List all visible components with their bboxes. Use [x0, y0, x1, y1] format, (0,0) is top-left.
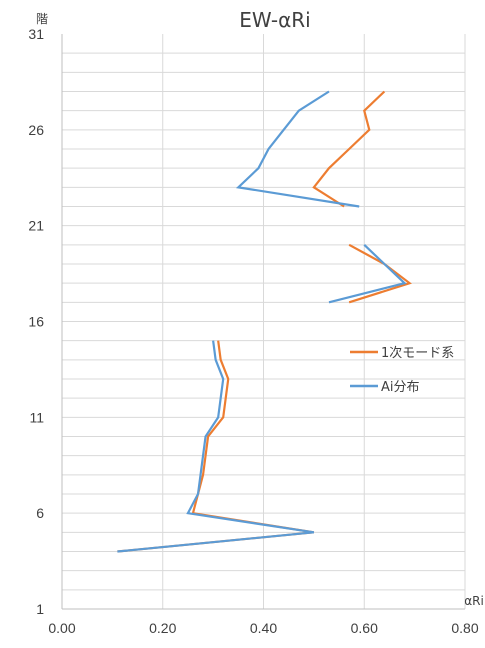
x-axis-ticks: 0.00 0.20 0.40 0.60 0.80: [48, 620, 478, 636]
legend-label: Ai分布: [381, 380, 420, 395]
x-axis-label: αRi: [464, 594, 484, 608]
y-tick-label: 31: [28, 26, 44, 42]
series-line-segment: [312, 90, 386, 208]
series-2: [117, 90, 407, 553]
legend-label: 1次モード系: [381, 345, 454, 361]
x-tick-label: 0.20: [149, 620, 176, 636]
y-tick-label: 11: [29, 409, 44, 425]
y-axis-label: 階: [36, 11, 48, 26]
x-tick-label: 0.00: [48, 620, 75, 636]
series-line-segment: [117, 340, 315, 553]
chart-title: EW-αRi: [239, 8, 310, 32]
x-tick-label: 0.60: [351, 620, 378, 636]
gridlines: [61, 34, 466, 610]
y-tick-label: 16: [28, 314, 44, 330]
y-tick-label: 6: [36, 505, 44, 521]
x-tick-label: 0.40: [250, 620, 277, 636]
legend: 1次モード系 Ai分布: [350, 345, 454, 395]
x-tick-label: 0.80: [451, 620, 478, 636]
y-tick-label: 1: [36, 601, 44, 617]
series-line-segment: [117, 340, 315, 553]
y-tick-label: 21: [28, 218, 44, 234]
series-lines: [117, 90, 412, 553]
y-tick-label: 26: [28, 122, 44, 138]
series-line-segment: [328, 244, 407, 304]
series-line-segment: [235, 90, 360, 208]
series-line-segment: [348, 243, 412, 304]
